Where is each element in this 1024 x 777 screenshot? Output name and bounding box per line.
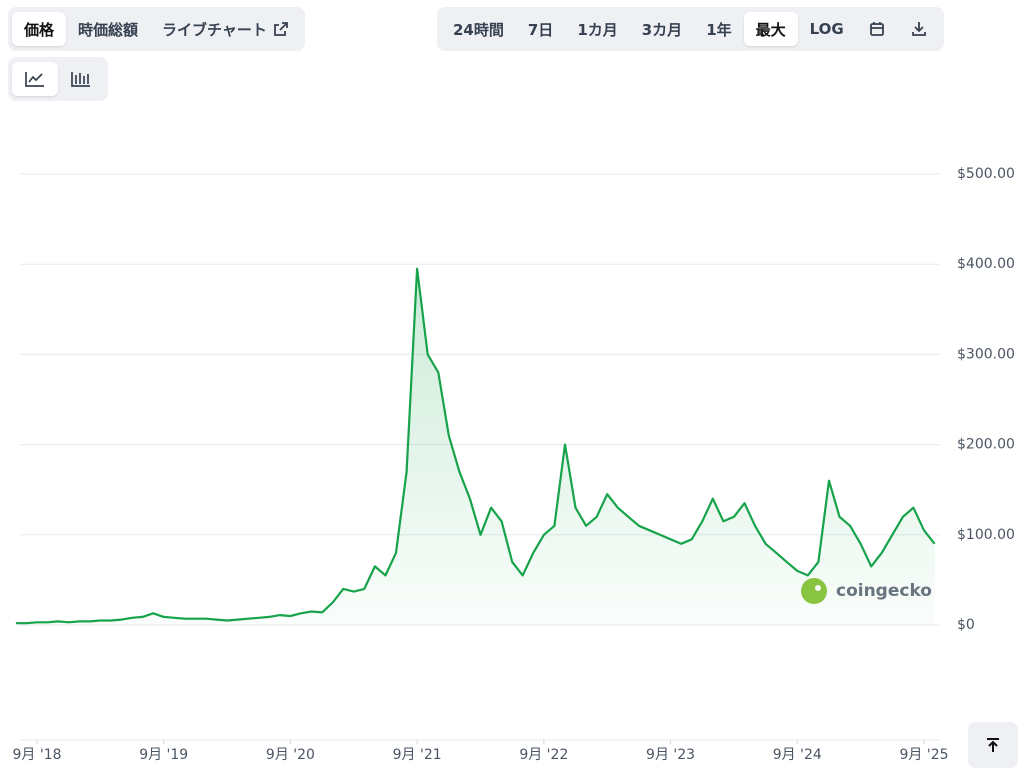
- area: [15, 268, 935, 625]
- tab-group: 価格 時価総額 ライブチャート: [8, 7, 305, 51]
- range-button[interactable]: 最大: [743, 12, 798, 46]
- watermark-logo-eye: [815, 585, 821, 591]
- calendar-icon: [869, 22, 884, 36]
- x-tick-label: 9月 '19: [139, 747, 188, 763]
- watermark: coingecko: [801, 578, 932, 604]
- x-tick-label: 9月 '21: [393, 747, 442, 763]
- scroll-top-icon: [987, 738, 999, 752]
- download-button[interactable]: [898, 12, 940, 46]
- tab-label: ライブチャート: [162, 20, 267, 39]
- chart-style-group: [8, 57, 108, 101]
- y-tick-label: $300.00: [957, 346, 1015, 362]
- range-button[interactable]: 3カ月: [641, 20, 683, 39]
- range-button[interactable]: 7日: [527, 20, 554, 39]
- tab[interactable]: 価格: [12, 12, 67, 46]
- range-button[interactable]: 1年: [706, 20, 732, 39]
- scroll-top-button[interactable]: [968, 722, 1018, 768]
- calendar-button[interactable]: [856, 12, 898, 46]
- x-tick-label: 9月 '23: [646, 747, 695, 763]
- watermark-text: coingecko: [836, 581, 932, 601]
- y-tick-label: $200.00: [957, 437, 1015, 453]
- log-button[interactable]: LOG: [809, 20, 844, 38]
- tab[interactable]: 時価総額: [78, 20, 139, 39]
- plot: [15, 267, 936, 625]
- external-icon: [273, 22, 288, 36]
- y-tick-label: $500.00: [957, 166, 1015, 182]
- y-tick-label: $100.00: [957, 527, 1015, 543]
- x-tick-label: 9月 '24: [773, 747, 822, 763]
- tab[interactable]: ライブチャート: [150, 12, 301, 46]
- candle-icon: [71, 72, 90, 87]
- download-icon: [911, 22, 926, 36]
- x-tick-label: 9月 '20: [266, 747, 315, 763]
- range-button[interactable]: 24時間: [453, 20, 504, 39]
- range-group: 24時間 7日 1カ月 3カ月 1年 最大 LOG: [437, 7, 944, 51]
- range-button[interactable]: 1カ月: [577, 20, 618, 39]
- line-icon: [25, 72, 44, 87]
- x-tick-label: 9月 '25: [899, 747, 948, 763]
- candle-style-button[interactable]: [58, 62, 104, 96]
- x-tick-label: 9月 '18: [12, 747, 61, 763]
- line-style-button[interactable]: [12, 62, 58, 96]
- y-tick-label: $400.00: [957, 256, 1015, 272]
- watermark-logo: [801, 578, 827, 604]
- x-tick-label: 9月 '22: [519, 747, 568, 763]
- y-tick-label: $0: [957, 617, 975, 633]
- price-line: [15, 267, 936, 625]
